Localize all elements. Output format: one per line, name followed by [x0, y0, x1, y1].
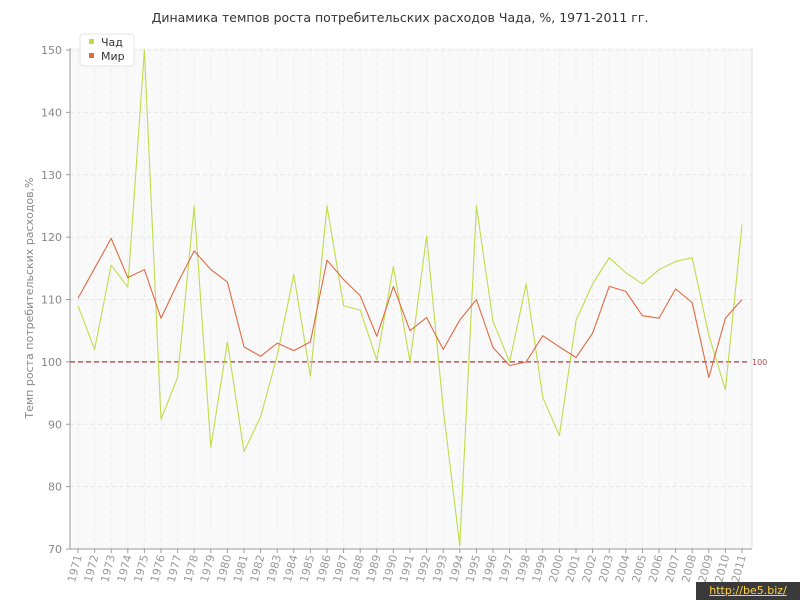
y-tick-label: 110	[41, 294, 62, 307]
series-line-1	[77, 237, 743, 379]
axes	[69, 48, 753, 550]
y-tick-label: 90	[48, 418, 62, 431]
y-tick-label: 140	[41, 106, 62, 119]
legend-swatch	[89, 53, 94, 58]
series-line-0	[77, 49, 743, 547]
legend-label: Мир	[101, 50, 125, 63]
y-tick-label: 70	[48, 543, 62, 556]
y-tick-label: 130	[41, 169, 62, 182]
x-axis-ticks: 1971197219731974197519761977197819791980…	[65, 549, 749, 584]
chart-title: Динамика темпов роста потребительских ра…	[152, 10, 649, 25]
y-tick-label: 80	[48, 481, 62, 494]
reference-line-label: 100	[752, 358, 767, 367]
y-tick-label: 120	[41, 231, 62, 244]
reference-line-100: 100	[70, 358, 767, 367]
y-axis-ticks: 70 80 90 100 110 120 130 140 150	[41, 44, 70, 556]
x-tick-label: 2011	[729, 553, 749, 583]
y-axis-label: Темп роста потребительских расходов,%	[23, 177, 36, 419]
y-tick-label: 100	[41, 356, 62, 369]
series-lines	[77, 49, 743, 547]
plot-area	[70, 48, 752, 549]
legend-swatch	[89, 39, 94, 44]
legend-label: Чад	[101, 36, 123, 49]
y-tick-label: 150	[41, 44, 62, 57]
watermark-link[interactable]: http://be5.biz/	[696, 582, 800, 600]
